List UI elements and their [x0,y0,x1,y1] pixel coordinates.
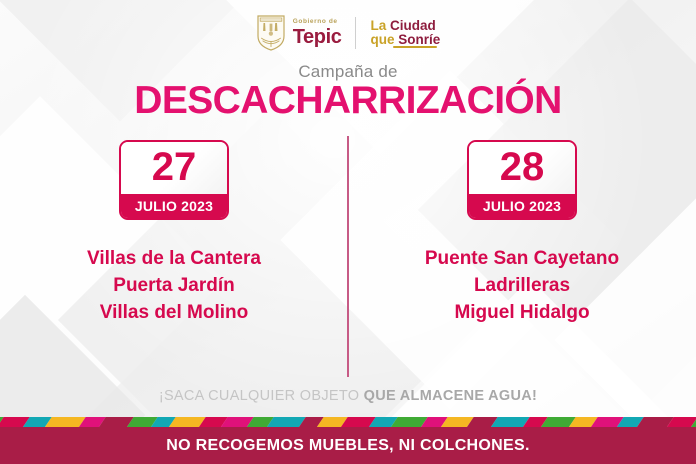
schedule-column-2: 28 JULIO 2023 Puente San Cayetano Ladril… [348,140,696,360]
logo-divider [355,17,357,49]
list-item: Puerta Jardín [113,274,235,296]
list-item: Ladrilleras [473,274,571,296]
government-logo: Gobierno de Tepic [256,14,342,52]
government-wordmark: Gobierno de Tepic [293,19,342,47]
slogan-strong: QUE ALMACENE AGUA! [363,388,538,404]
list-item: Puente San Cayetano [424,248,620,269]
tagline-word-la: La [370,18,390,34]
place-list: Villas de la Cantera Puerta Jardín Villa… [87,246,261,327]
date-day: 27 [121,142,227,194]
tagline-line-2: que Sonríe [370,33,440,47]
gov-label: Gobierno de [292,18,338,26]
date-card: 27 JULIO 2023 [119,140,229,220]
tepic-coat-of-arms-icon [256,14,286,52]
list-item: Villas del Molino [99,301,249,323]
gov-name: Tepic [292,25,342,48]
list-item: Miguel Hidalgo [454,301,590,323]
date-month: JULIO 2023 [469,194,575,218]
header-logo-row: Gobierno de Tepic La Ciudad que Sonríe [0,12,696,54]
place-list: Puente San Cayetano Ladrilleras Miguel H… [425,246,619,327]
tagline-line-1: La Ciudad [370,19,440,33]
page-title: DESCACHARRIZACIÓN [134,79,562,122]
bottom-banner-text: NO RECOGEMOS MUEBLES, NI COLCHONES. [166,436,530,454]
column-divider [347,136,349,377]
schedule-column-1: 27 JULIO 2023 Villas de la Cantera Puert… [0,140,348,360]
city-tagline: La Ciudad que Sonríe [370,19,440,48]
slogan: ¡SACA CUALQUIER OBJETO QUE ALMACENE AGUA… [0,388,696,404]
campaign-kicker: Campaña de [298,62,398,81]
slogan-light: ¡SACA CUALQUIER OBJETO [158,388,364,404]
tagline-underline [393,45,438,48]
date-card: 28 JULIO 2023 [467,140,577,220]
tagline-word-que: que [370,32,399,47]
schedule-columns: 27 JULIO 2023 Villas de la Cantera Puert… [0,140,696,360]
bottom-banner: NO RECOGEMOS MUEBLES, NI COLCHONES. [0,427,696,464]
list-item: Villas de la Cantera [87,248,261,269]
tagline-word-sonrie: Sonríe [398,32,441,47]
date-day: 28 [469,142,575,194]
date-month: JULIO 2023 [121,194,227,218]
tagline-word-ciudad: Ciudad [390,18,436,34]
